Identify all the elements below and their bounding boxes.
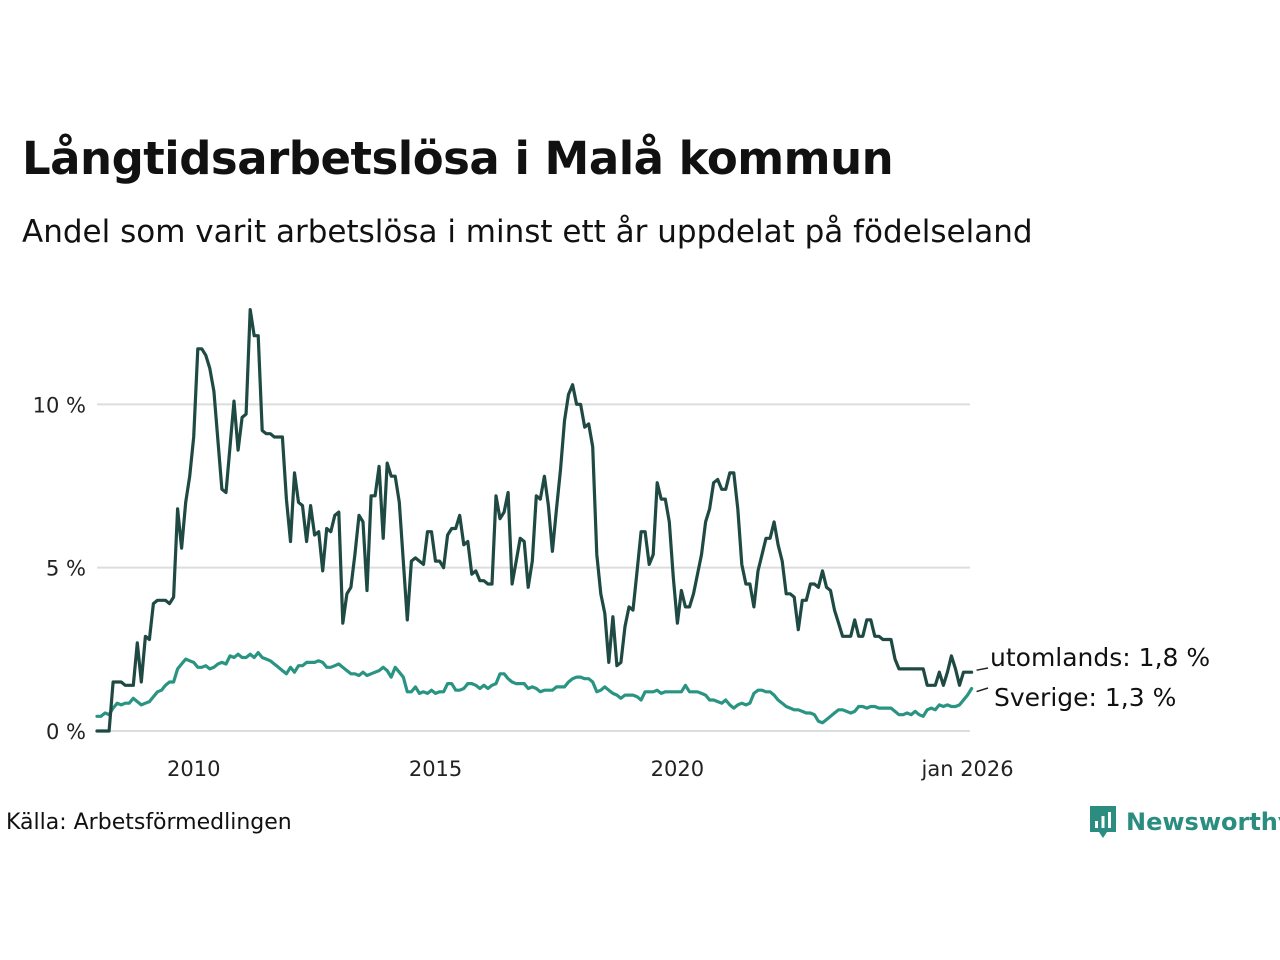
x-tick-label: jan 2026 [921, 757, 1014, 781]
x-tick-label: 2020 [651, 757, 704, 781]
chart-subtitle: Andel som varit arbetslösa i minst ett å… [22, 214, 1033, 250]
y-tick-label: 0 % [46, 720, 86, 744]
end-labels: Sverige: 1,3 % utomlands: 1,8 % [976, 643, 1210, 712]
brand-name: Newsworthy [1126, 808, 1280, 836]
chart-title: Långtidsarbetslösa i Malå kommun [22, 132, 894, 185]
y-tick-label: 10 % [33, 393, 86, 417]
newsworthy-logo-icon [1090, 806, 1116, 838]
series-line-utomlands [95, 308, 974, 733]
y-axis-ticks: 0 % 5 % 10 % [33, 393, 86, 744]
end-label-utomlands: utomlands: 1,8 % [990, 643, 1210, 672]
source-note: Källa: Arbetsförmedlingen [6, 810, 292, 835]
x-tick-label: 2015 [409, 757, 462, 781]
series-line-sverige [95, 650, 974, 725]
brand-logo: Newsworthy [1088, 804, 1280, 840]
end-label-sverige: Sverige: 1,3 % [994, 683, 1176, 712]
y-tick-label: 5 % [46, 557, 86, 581]
x-tick-label: 2010 [167, 757, 220, 781]
end-label-connector-utomlands [976, 667, 989, 671]
series-lines [95, 308, 974, 733]
grid-lines [97, 403, 970, 732]
end-label-connector-sverige [976, 687, 989, 693]
x-axis-ticks: 2010 2015 2020 jan 2026 [167, 757, 1014, 781]
